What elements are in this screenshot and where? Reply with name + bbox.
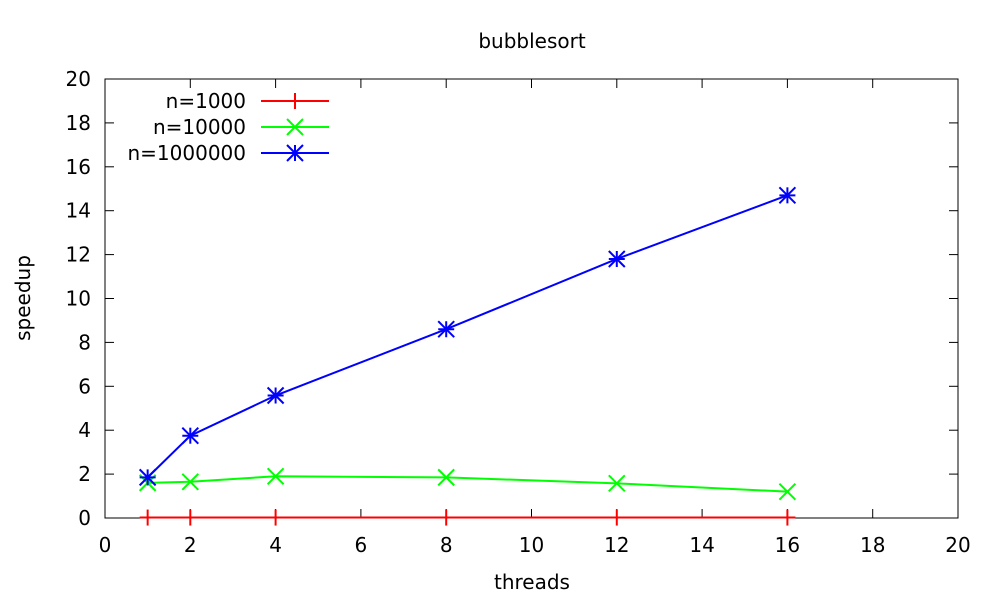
x-tick-label: 20	[945, 533, 970, 557]
data-point-1-3	[437, 468, 455, 487]
x-tick-label: 14	[689, 533, 714, 557]
y-axis-label: speedup	[11, 255, 35, 341]
legend-marker-1	[286, 118, 304, 136]
data-point-0-0	[139, 509, 156, 526]
chart-title: bubblesort	[478, 29, 586, 53]
data-point-2-1	[181, 426, 200, 445]
x-tick-label: 10	[519, 533, 544, 557]
legend-marker-0	[287, 93, 303, 109]
y-tick-label: 6	[78, 374, 91, 398]
data-point-1-5	[778, 482, 797, 501]
data-point-2-2	[266, 386, 285, 405]
data-point-1-2	[266, 467, 285, 486]
y-tick-label: 8	[78, 330, 91, 354]
x-tick-label: 6	[355, 533, 368, 557]
y-tick-label: 14	[66, 199, 91, 223]
data-point-0-2	[267, 509, 284, 526]
legend-marker-2	[286, 144, 304, 162]
x-axis-label: threads	[494, 570, 570, 594]
data-point-1-1	[181, 473, 200, 491]
y-tick-label: 18	[66, 111, 91, 135]
data-point-1-4	[608, 474, 626, 493]
data-point-0-5	[779, 509, 796, 526]
x-tick-label: 18	[860, 533, 885, 557]
data-point-0-1	[182, 509, 199, 526]
legend-label-2: n=1000000	[127, 141, 246, 165]
y-tick-label: 12	[66, 243, 91, 267]
data-point-0-3	[438, 509, 455, 526]
y-tick-label: 16	[66, 155, 91, 179]
legend-label-0: n=1000	[166, 89, 246, 113]
data-point-2-5	[778, 186, 797, 205]
x-tick-label: 0	[99, 533, 112, 557]
x-tick-label: 16	[775, 533, 800, 557]
series-line-2	[146, 194, 788, 479]
data-point-2-3	[437, 320, 455, 338]
data-point-2-0	[138, 468, 157, 487]
x-tick-label: 2	[184, 533, 197, 557]
y-tick-label: 20	[66, 67, 91, 91]
y-tick-label: 10	[66, 287, 91, 311]
y-tick-label: 4	[78, 418, 91, 442]
plot-area: 0 2 4 6 8 10 12 14 16 18 20 0 2 4 6 8 10 12 14 16 18 20 n=1000…	[66, 67, 971, 557]
series-line-1	[147, 475, 788, 493]
data-point-0-4	[608, 509, 625, 526]
x-tick-label: 8	[440, 533, 453, 557]
y-tick-label: 0	[78, 506, 91, 530]
y-tick-label: 2	[78, 462, 91, 486]
legend-label-1: n=10000	[153, 115, 246, 139]
x-tick-label: 4	[269, 533, 282, 557]
data-point-2-4	[608, 250, 626, 268]
x-tick-label: 12	[604, 533, 629, 557]
